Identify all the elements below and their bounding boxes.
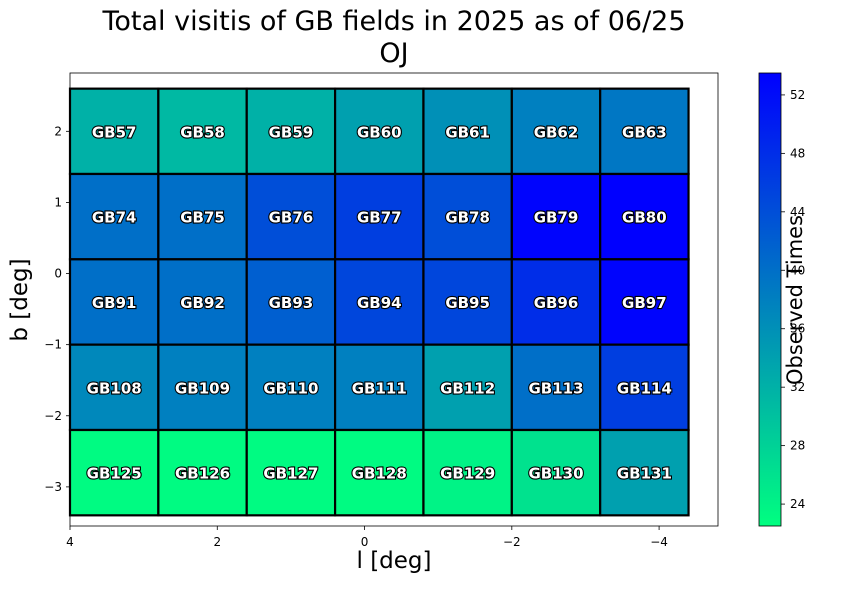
field-label-gb129: GB129 xyxy=(440,465,495,483)
field-label-gb60: GB60 xyxy=(357,123,402,141)
colorbar-label: Observed Times xyxy=(783,214,807,386)
field-cell-gb93 xyxy=(245,258,337,346)
field-label-gb94: GB94 xyxy=(357,294,402,312)
colorbar-tick-label: 32 xyxy=(790,380,805,394)
field-label-gb78: GB78 xyxy=(445,209,490,227)
field-cell-gb96 xyxy=(510,258,602,346)
field-cell-gb108 xyxy=(68,343,160,432)
field-label-gb62: GB62 xyxy=(534,123,579,141)
colorbar-tick-label: 40 xyxy=(790,263,805,277)
field-label-gb57: GB57 xyxy=(92,123,137,141)
field-label-gb130: GB130 xyxy=(528,465,583,483)
x-tick-label: 4 xyxy=(66,535,74,549)
field-label-gb108: GB108 xyxy=(87,379,142,397)
field-label-gb74: GB74 xyxy=(92,209,137,227)
y-tick-label: 1 xyxy=(54,195,62,209)
field-label-gb79: GB79 xyxy=(534,209,579,227)
colorbar-tick-label: 48 xyxy=(790,146,805,160)
y-axis-label: b [deg] xyxy=(7,258,33,342)
field-cell-gb94 xyxy=(333,258,425,346)
field-label-gb111: GB111 xyxy=(352,379,407,397)
field-cell-gb109 xyxy=(157,343,248,432)
field-label-gb59: GB59 xyxy=(269,123,314,141)
x-axis-label: l [deg] xyxy=(356,548,432,574)
plot-frame xyxy=(69,72,719,527)
field-label-gb75: GB75 xyxy=(180,209,225,227)
field-label-gb96: GB96 xyxy=(534,294,579,312)
field-label-gb92: GB92 xyxy=(180,294,225,312)
y-tick-label: −3 xyxy=(44,480,62,494)
field-cell-gb130 xyxy=(510,428,602,517)
field-label-gb97: GB97 xyxy=(622,294,667,312)
field-cell-gb58 xyxy=(157,87,248,176)
colorbar-tick-label: 44 xyxy=(790,205,805,219)
field-cell-gb97 xyxy=(599,258,690,346)
colorbar-tick-label: 52 xyxy=(790,88,805,102)
field-cell-gb62 xyxy=(510,87,602,176)
field-label-gb61: GB61 xyxy=(445,123,490,141)
field-label-gb126: GB126 xyxy=(175,465,230,483)
field-cell-gb92 xyxy=(157,258,248,346)
y-tick-label: 0 xyxy=(54,267,62,281)
y-tick-label: −1 xyxy=(44,338,62,352)
colorbar-tick-label: 28 xyxy=(790,439,805,453)
colorbar-tick-label: 24 xyxy=(790,497,805,511)
field-cell-gb114 xyxy=(599,343,690,432)
colorbar-ticks: 24 28 32 36 40 44 48 52 xyxy=(781,88,805,511)
field-label-gb125: GB125 xyxy=(87,465,142,483)
x-tick-label: −4 xyxy=(650,535,668,549)
field-label-gb80: GB80 xyxy=(622,209,667,227)
field-cell-gb80 xyxy=(599,172,690,261)
x-tick-label: −2 xyxy=(503,535,521,549)
colorbar xyxy=(758,72,782,527)
field-label-gb58: GB58 xyxy=(180,123,225,141)
y-tick-label: −2 xyxy=(44,409,62,423)
chart-title: Total visitis of GB fields in 2025 as of… xyxy=(102,6,686,37)
field-label-gb95: GB95 xyxy=(445,294,490,312)
y-axis-ticks: 2 1 0 −1 −2 −3 xyxy=(44,124,70,494)
chart-subtitle: OJ xyxy=(379,38,409,69)
y-tick-label: 2 xyxy=(54,124,62,138)
field-cell-gb113 xyxy=(510,343,602,432)
field-label-gb110: GB110 xyxy=(263,379,318,397)
field-label-gb91: GB91 xyxy=(92,294,137,312)
field-label-gb109: GB109 xyxy=(175,379,230,397)
field-cell-gb78 xyxy=(422,172,513,261)
field-label-gb76: GB76 xyxy=(269,209,314,227)
colorbar-tick-label: 36 xyxy=(790,322,805,336)
field-cell-gb131 xyxy=(599,428,690,517)
x-tick-label: 2 xyxy=(213,535,221,549)
field-label-gb63: GB63 xyxy=(622,123,667,141)
field-cell-gb95 xyxy=(422,258,513,346)
field-cell-gb125 xyxy=(68,428,160,517)
heatmap-cells: GB57 GB58 GB59 GB60 GB61 GB62 GB63 GB74 GB75 GB76… xyxy=(68,87,690,517)
field-label-gb112: GB112 xyxy=(440,379,495,397)
field-cell-gb76 xyxy=(245,172,337,261)
field-label-gb93: GB93 xyxy=(269,294,314,312)
field-cell-gb127 xyxy=(245,428,337,517)
field-label-gb77: GB77 xyxy=(357,209,402,227)
field-label-gb127: GB127 xyxy=(263,465,318,483)
field-label-gb114: GB114 xyxy=(617,379,672,397)
x-tick-label: 0 xyxy=(361,535,369,549)
field-label-gb113: GB113 xyxy=(528,379,583,397)
field-label-gb128: GB128 xyxy=(352,465,407,483)
x-axis-ticks: 4 2 0 −2 −4 xyxy=(66,526,668,549)
field-label-gb131: GB131 xyxy=(617,465,672,483)
